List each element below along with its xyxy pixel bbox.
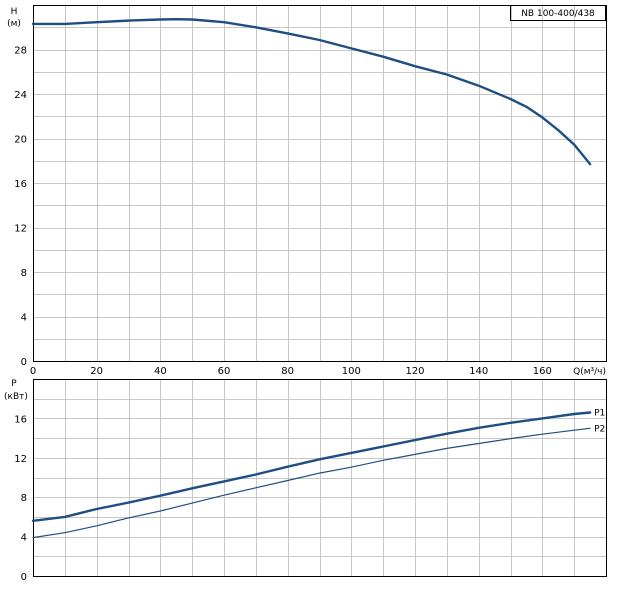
head-y-tick-label: 20: [14, 135, 27, 146]
power-y-tick-label: 0: [21, 572, 27, 583]
head-y-tick-label: 28: [14, 46, 27, 57]
power-y-tick-label: 4: [21, 533, 27, 544]
head-y-tick-label: 8: [21, 268, 27, 279]
power-legend-label: P1: [594, 408, 605, 418]
flow-axis-label: Q(м³/ч): [573, 367, 606, 377]
power-chart-frame: [33, 379, 607, 577]
flow-x-tick-label: 0: [30, 366, 36, 377]
head-chart-grid: [33, 5, 606, 361]
head-curve: [31, 18, 592, 166]
power-axis-label: P: [11, 379, 17, 389]
power-chart: 0 4 8 12 16 P (кВт) P1 P2: [4, 379, 607, 583]
pump-model-box-frame: [510, 5, 606, 21]
head-axis-unit: (м): [7, 19, 21, 29]
head-curves: [31, 18, 592, 166]
pump-model-box: NB 100-400/438: [510, 5, 606, 21]
head-y-tick-label: 12: [14, 224, 27, 235]
power-curves: [31, 411, 592, 539]
head-axis-label: H: [11, 7, 18, 17]
power-y-tick-label: 12: [14, 454, 27, 465]
pump-model-label: NB 100-400/438: [521, 9, 595, 19]
power-chart-grid: [33, 379, 606, 576]
flow-x-tick-label: 60: [218, 366, 231, 377]
head-y-tick-label: 0: [21, 357, 27, 368]
flow-x-tick-label: 140: [469, 366, 488, 377]
power-curve-p1: [31, 411, 592, 522]
head-chart: 0 4 8 12 16 20 24 28 0 20 40 60 80 100 120 140 160 H (м…: [7, 5, 607, 377]
power-y-tick-labels: 0 4 8 12 16: [14, 414, 27, 583]
flow-x-tick-label: 100: [342, 366, 361, 377]
head-y-tick-label: 4: [21, 313, 27, 324]
power-axis-unit: (кВт): [4, 392, 28, 402]
head-x-tick-labels: 0 20 40 60 80 100 120 140 160: [30, 366, 552, 377]
head-y-tick-label: 16: [14, 179, 27, 190]
flow-x-tick-label: 120: [405, 366, 424, 377]
head-y-tick-labels: 0 4 8 12 16 20 24 28: [14, 46, 27, 369]
power-y-tick-label: 16: [14, 414, 27, 425]
flow-x-tick-label: 20: [90, 366, 103, 377]
power-curve-p2: [32, 427, 591, 539]
flow-x-tick-label: 40: [154, 366, 167, 377]
flow-x-tick-label: 160: [533, 366, 552, 377]
head-y-tick-label: 24: [14, 90, 27, 101]
power-legend-label: P2: [594, 424, 605, 434]
head-chart-frame: [33, 5, 607, 362]
power-legend: P1 P2: [594, 408, 605, 434]
flow-x-tick-label: 80: [281, 366, 294, 377]
power-y-tick-label: 8: [21, 493, 27, 504]
